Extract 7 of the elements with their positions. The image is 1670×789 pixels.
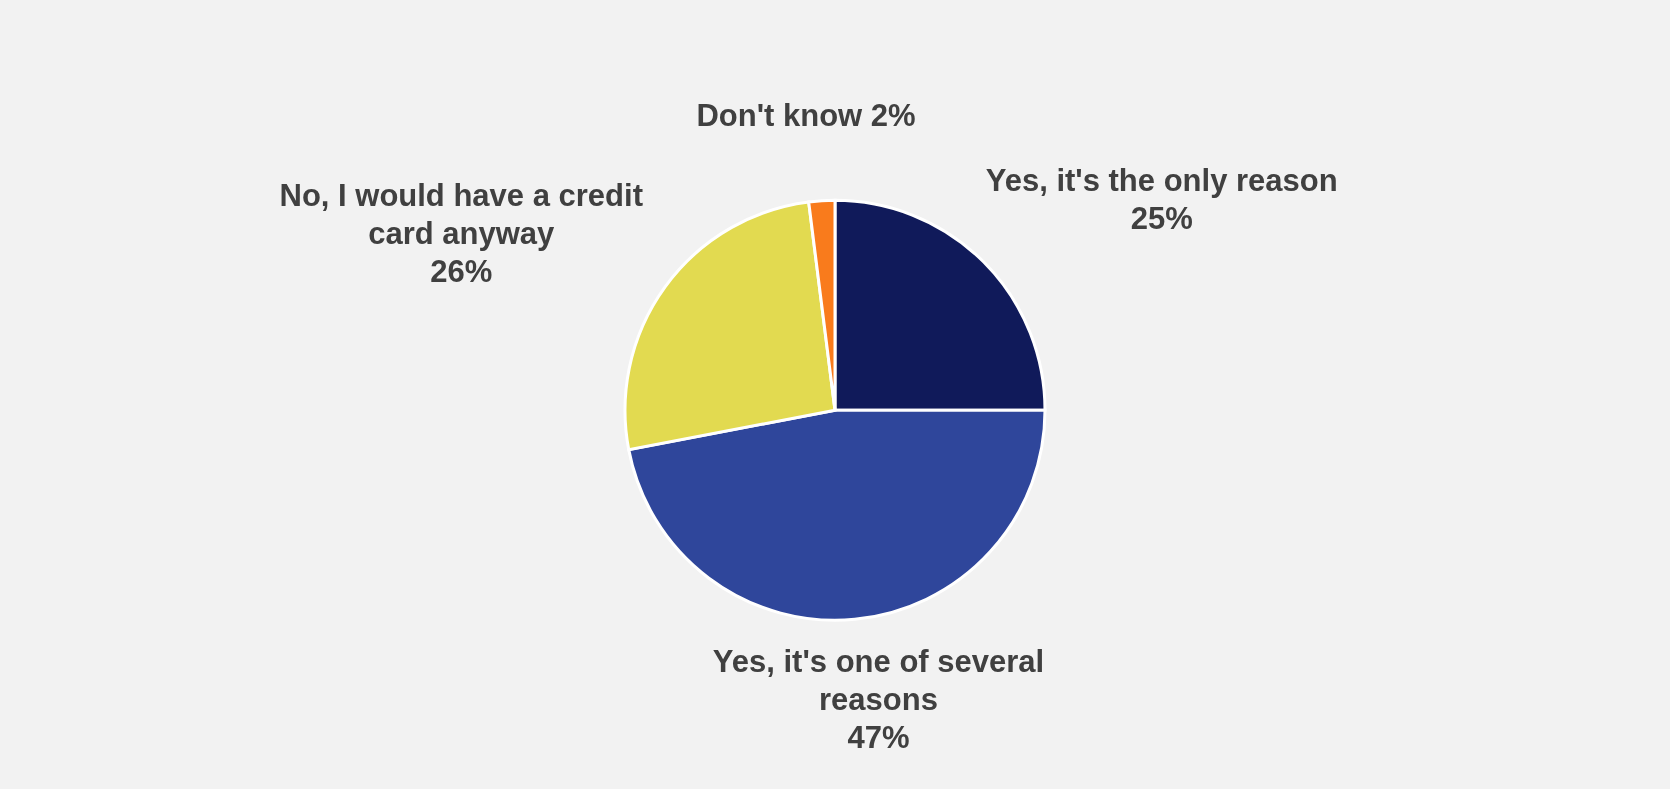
data-label: 47% xyxy=(847,719,910,755)
data-label: 26% xyxy=(430,254,493,290)
slice-label: Yes, it's the only reason xyxy=(985,163,1338,199)
slice-label: No, I would have a credit card anyway xyxy=(279,178,643,252)
slice-label: Don't know 2% xyxy=(696,97,916,133)
slice-label: Yes, it's one of several reasons xyxy=(712,643,1045,717)
data-label: 25% xyxy=(1130,201,1193,237)
